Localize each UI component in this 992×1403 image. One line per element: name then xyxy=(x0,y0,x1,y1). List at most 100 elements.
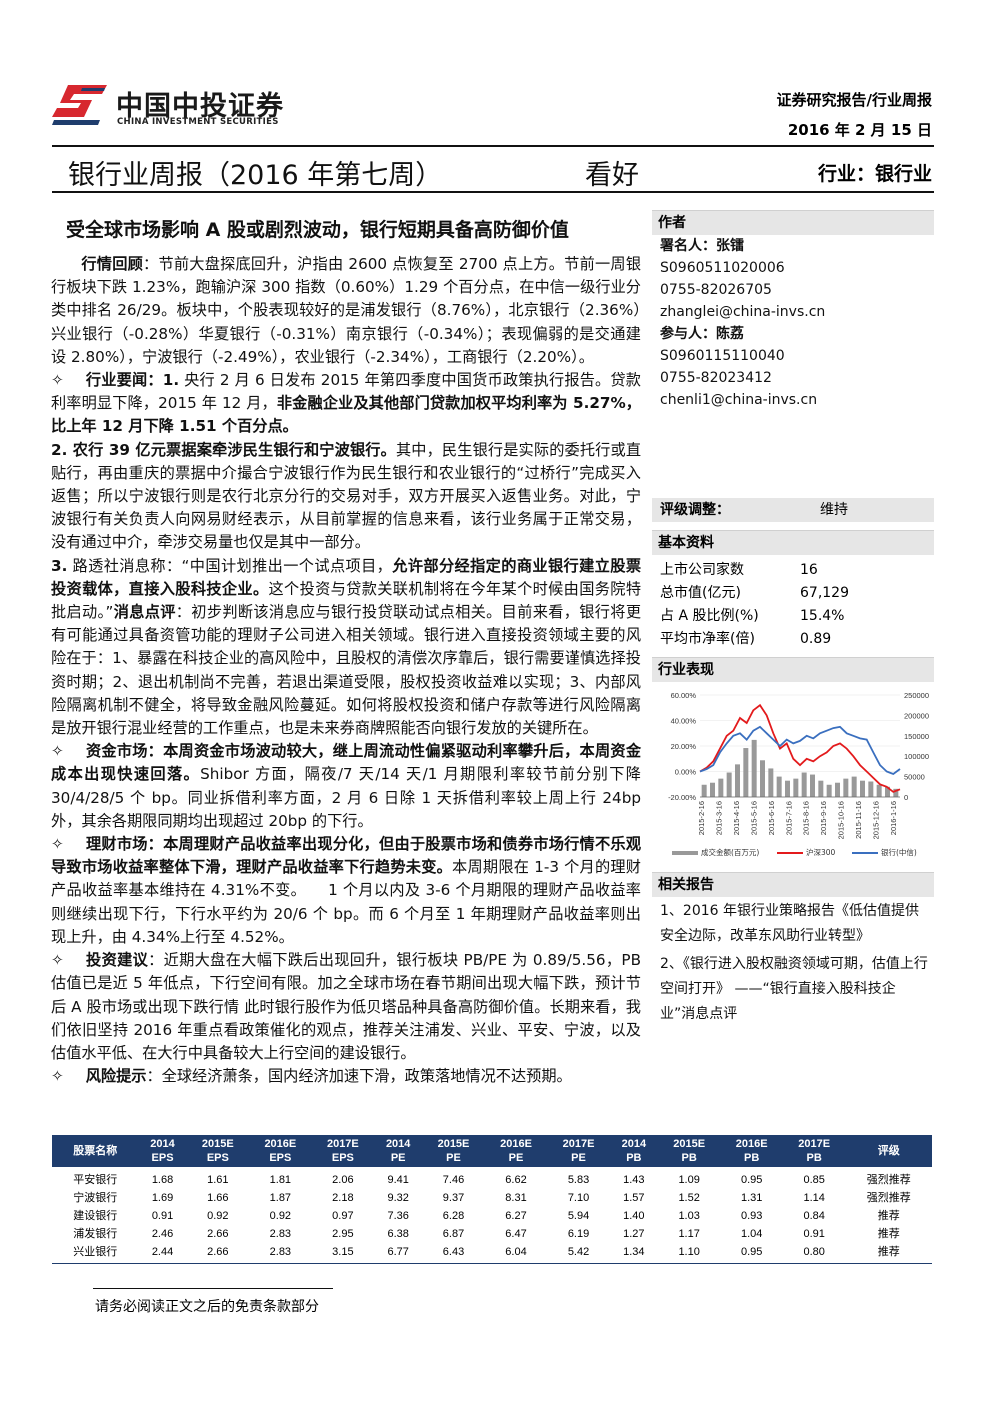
table-cell: 6.47 xyxy=(505,1228,527,1240)
highlight: 资金市场：本周资金市场波动较大，继上周流动性偏紧驱动利率攀升后，本周资金成本出现… xyxy=(51,742,641,784)
basic-value: 16 xyxy=(800,562,818,578)
table-cell: 1.69 xyxy=(151,1192,174,1204)
author-heading: 作者 xyxy=(652,210,934,235)
report-subtitle: 受全球市场影响 A 股或剧烈波动，银行短期具备高防御价值 xyxy=(66,219,569,241)
y-right-tick-label: 50000 xyxy=(904,773,925,782)
disclaimer-note: 请务必阅读正文之后的免责条款部分 xyxy=(95,1299,319,1315)
table-cell: 1.17 xyxy=(678,1228,700,1240)
volume-bar xyxy=(818,780,824,797)
highlight: 2. 农行 39 亿元票据案牵涉民生银行和宁波银行。 xyxy=(51,440,396,459)
volume-bar xyxy=(710,782,715,797)
legend-label: 沪深300 xyxy=(806,847,836,857)
signer-id: S0960511020006 xyxy=(660,260,785,276)
table-cell: 6.19 xyxy=(567,1228,590,1240)
label: 3. xyxy=(51,556,68,575)
x-tick-label: 2015-10-16 xyxy=(837,801,846,839)
table-cell: 0.92 xyxy=(269,1210,292,1222)
title-bar xyxy=(52,145,934,193)
table-cell: 6.38 xyxy=(387,1228,409,1240)
table-cell: 6.43 xyxy=(422,1243,485,1264)
table-cell: 1.81 xyxy=(269,1174,292,1186)
table-cell: 推荐 xyxy=(877,1228,900,1240)
column-header: 2014 PB xyxy=(609,1135,658,1167)
table-cell: 1.03 xyxy=(678,1210,700,1222)
table-cell: 0.97 xyxy=(332,1210,354,1222)
table-cell: 6.04 xyxy=(484,1243,548,1264)
table-cell: 6.27 xyxy=(505,1210,527,1222)
volume-bar xyxy=(876,784,882,797)
participant-phone: 0755-82023412 xyxy=(660,370,772,386)
table-cell: 2.46 xyxy=(151,1228,174,1240)
table-cell: 1.68 xyxy=(151,1174,174,1186)
x-tick-label: 2015-11-16 xyxy=(854,801,863,839)
table-cell: 1.34 xyxy=(609,1243,658,1264)
table-cell: 5.42 xyxy=(547,1243,610,1264)
signer-email[interactable]: zhanglei@china-invs.cn xyxy=(660,304,826,320)
column-header: 股票名称 xyxy=(52,1135,139,1167)
volume-bar xyxy=(835,782,840,797)
volume-bar xyxy=(868,781,874,797)
series-line xyxy=(699,725,901,776)
volume-bar xyxy=(843,778,849,797)
y-right-tick-label: 250000 xyxy=(904,691,929,700)
related-report-2[interactable]: 2、《银行进入股权融资领域可期，估值上行空间打开》 ——“银行直接入股科技企业”… xyxy=(660,956,928,1022)
volume-bar xyxy=(810,774,815,797)
table-cell: 兴业银行 xyxy=(52,1243,139,1264)
related-section: 相关报告 1、2016 年银行业策略报告《低估值提供安全边际，改革东风助行业转型… xyxy=(652,872,934,1027)
paragraph-market-review: 行情回顾：节前大盘探底回升，沪指由 2600 点恢复至 2700 点上方。节前一… xyxy=(51,253,641,369)
x-tick-label: 2015-12-16 xyxy=(872,801,881,839)
table-cell: 2.83 xyxy=(249,1243,312,1264)
table-cell: 1.43 xyxy=(623,1174,645,1186)
table-body: 平安银行 1.68 1.61 1.81 2.06 9.41 7.46 6.62 5.83 1.43… xyxy=(52,1167,932,1264)
volume-bar xyxy=(785,780,790,797)
table-cell: 1.57 xyxy=(623,1192,645,1204)
table-cell: 2.95 xyxy=(332,1228,354,1240)
legend-label: 成交金额(百万元) xyxy=(701,847,759,857)
related-heading: 相关报告 xyxy=(652,872,934,897)
column-header: 2017E EPS xyxy=(311,1135,375,1167)
rating-value: 维持 xyxy=(820,502,848,518)
industry-performance-chart: 60.00% 40.00% 20.00% 0.00% -20.00% 250000 2000… xyxy=(652,683,934,863)
industry-rating: 看好 xyxy=(585,160,639,191)
company-name-en: CHINA INVESTMENT SECURITIES xyxy=(117,117,279,127)
report-body: 行情回顾：节前大盘探底回升，沪指由 2600 点恢复至 2700 点上方。节前一… xyxy=(51,253,641,1088)
table-row: 建设银行 0.91 0.92 0.92 0.97 7.36 6.28 6.27 5.94 1.40… xyxy=(52,1207,932,1225)
table-cell: 0.80 xyxy=(782,1243,846,1264)
volume-bar xyxy=(851,776,857,797)
column-header: 2014 PE xyxy=(374,1135,423,1167)
volume-bar xyxy=(701,784,707,797)
participant-email[interactable]: chenli1@china-invs.cn xyxy=(660,392,818,408)
table-cell: 0.95 xyxy=(740,1174,763,1186)
volume-bar xyxy=(885,786,890,797)
column-header: 2016E PE xyxy=(484,1135,548,1167)
table-cell: 9.32 xyxy=(387,1192,409,1204)
text: ：初步判断该消息应与银行投贷联动试点相关。目前来看，银行将更有可能通过具备资管功… xyxy=(51,603,642,738)
table-cell: 2.18 xyxy=(332,1192,354,1204)
bullet-icon: ✧ xyxy=(51,951,64,970)
text: 这个投资与贷款关联机制将在今年某个时候由国务院特批启动。” xyxy=(51,579,642,622)
y-right-tick-label: 100000 xyxy=(904,752,929,761)
paragraph-wealth-market: ✧ 理财市场：本周理财产品收益率出现分化，但由于股票市场和债券市场行情不乐观导致市… xyxy=(51,833,641,949)
paragraph-news-3: 3. 路透社消息称：“中国计划推出一个试点项目，允许部分经指定的商业银行建立股票… xyxy=(51,555,641,741)
basic-row: 上市公司家数 16 xyxy=(652,559,934,582)
bullet-icon: ✧ xyxy=(51,742,64,761)
paragraph-industry-news: ✧ 行业要闻：1. 央行 2 月 6 日发布 2015 年第四季度中国货币政策执行… xyxy=(51,369,641,439)
basic-heading: 基本资料 xyxy=(652,530,934,555)
basic-row: 总市值(亿元) 67,129 xyxy=(652,582,934,605)
label: 行业要闻：1. xyxy=(85,371,180,390)
y-right-tick-label: 150000 xyxy=(904,732,929,741)
paragraph-risk: ✧ 风险提示：全球经济萧条，国内经济加速下滑，政策落地情况不达预期。 xyxy=(51,1065,641,1088)
table-row: 宁波银行 1.69 1.66 1.87 2.18 9.32 9.37 8.31 7.10 1.57… xyxy=(52,1189,932,1207)
table-cell: 2.06 xyxy=(332,1174,354,1186)
author-section: 作者 署名人：张镭 S0960511020006 0755-82026705 z… xyxy=(652,210,934,411)
column-header: 2015E EPS xyxy=(186,1135,250,1167)
related-report-1[interactable]: 1、2016 年银行业策略报告《低估值提供安全边际，改革东风助行业转型》 xyxy=(660,903,919,944)
table-cell: 0.95 xyxy=(720,1243,783,1264)
column-header: 2015E PB xyxy=(657,1135,721,1167)
table-cell: 2.66 xyxy=(186,1243,250,1264)
table-cell: 7.36 xyxy=(387,1210,409,1222)
bullet-icon: ✧ xyxy=(51,835,64,854)
bullet-icon: ✧ xyxy=(51,1067,64,1086)
label: 风险提示 xyxy=(85,1067,147,1086)
table-cell: 1.10 xyxy=(657,1243,721,1264)
